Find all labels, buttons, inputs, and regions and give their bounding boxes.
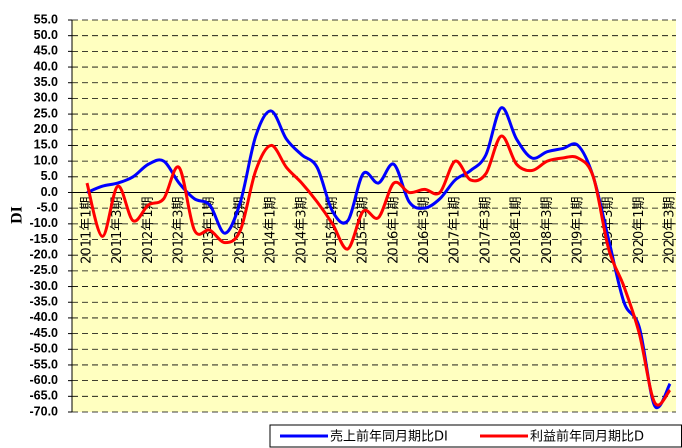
x-tick-label: 2014年1期: [264, 196, 279, 263]
y-tick-label: 55.0: [34, 12, 58, 26]
y-tick-label: 10.0: [34, 153, 58, 167]
y-tick-label: 5.0: [41, 169, 58, 183]
y-tick-label: -5.0: [36, 200, 58, 214]
y-tick-label: 30.0: [34, 91, 58, 105]
y-tick-label: -10.0: [30, 216, 59, 230]
x-tick-label: 2016年1期: [386, 196, 401, 263]
x-tick-label: 2018年3期: [540, 196, 555, 263]
x-tick-label: 2016年3期: [417, 196, 432, 263]
y-tick-label: -25.0: [30, 263, 59, 277]
series-line: [85, 134, 672, 407]
y-tick-label: -60.0: [30, 373, 59, 387]
y-tick-label: -35.0: [30, 295, 59, 309]
y-tick-label: -65.0: [30, 389, 59, 403]
y-tick-label: 35.0: [34, 75, 58, 89]
y-tick-label: 50.0: [34, 28, 58, 42]
x-tick-label: 2020年3期: [663, 196, 678, 263]
y-tick-label: -15.0: [30, 232, 59, 246]
y-tick-label: 15.0: [34, 138, 58, 152]
legend-label: 売上前年同月期比DI: [330, 429, 448, 445]
y-tick-label: -45.0: [30, 326, 59, 340]
x-tick-label: 2019年3期: [601, 196, 616, 263]
y-tick-label: -50.0: [30, 342, 59, 356]
x-tick-label: 2017年1期: [448, 196, 463, 263]
y-axis-label: DI: [9, 206, 26, 224]
y-tick-label: -20.0: [30, 247, 59, 261]
y-tick-label: -40.0: [30, 310, 59, 324]
x-tick-label: 2012年1期: [141, 196, 156, 263]
x-tick-label: 2018年1期: [509, 196, 524, 263]
x-tick-label: 2019年1期: [570, 196, 585, 263]
x-tick-label: 2011年3期: [110, 196, 125, 263]
y-tick-label: 45.0: [34, 44, 58, 58]
y-tick-label: 25.0: [34, 106, 58, 120]
y-tick-label: 0.0: [41, 185, 58, 199]
x-tick-label: 2014年3期: [294, 196, 309, 263]
y-tick-label: 20.0: [34, 122, 58, 136]
legend-label: 利益前年同月期比D: [530, 429, 644, 445]
x-tick-label: 2020年1期: [632, 196, 647, 263]
x-tick-label: 2017年3期: [478, 196, 493, 263]
y-tick-label: 40.0: [34, 59, 58, 73]
x-tick-label: 2012年3期: [172, 196, 187, 263]
x-tick-label: 2011年1期: [80, 196, 95, 263]
y-tick-label: -55.0: [30, 357, 59, 371]
x-tick-label: 2015年1期: [325, 196, 340, 263]
y-tick-label: -30.0: [30, 279, 59, 293]
y-tick-label: -70.0: [30, 404, 59, 418]
x-tick-label: 2015年3期: [356, 196, 371, 263]
